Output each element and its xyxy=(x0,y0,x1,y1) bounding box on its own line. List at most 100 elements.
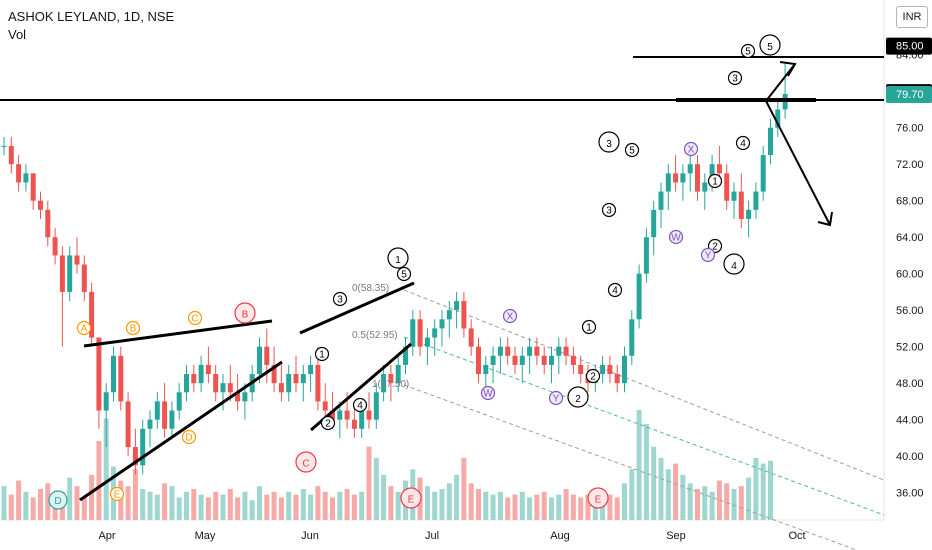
candle-body xyxy=(322,401,328,411)
wave-minor-label-circle xyxy=(727,70,743,86)
wave-minor-label: 2 xyxy=(590,372,596,383)
candle-body xyxy=(760,155,766,192)
x-tick-label: May xyxy=(195,530,216,542)
candle-body xyxy=(651,209,657,238)
candle-body xyxy=(461,301,467,329)
candle-body xyxy=(687,164,693,174)
volume-bar xyxy=(140,488,146,520)
volume-bar xyxy=(322,491,328,520)
x-tick-label: Jul xyxy=(425,530,439,542)
x-tick-label: Jun xyxy=(301,530,319,542)
volume-bar xyxy=(658,457,664,520)
candle-body xyxy=(563,346,569,356)
wave-minor-label-circle xyxy=(624,142,640,158)
wave-minor-label: 4 xyxy=(740,139,746,150)
wave-minor-label-circle xyxy=(581,319,597,335)
chart-header: ASHOK LEYLAND, 1D, NSE Vol xyxy=(8,8,174,44)
candle-body xyxy=(125,401,131,448)
candle-body xyxy=(30,173,36,201)
candle-body xyxy=(286,374,292,393)
candle-body xyxy=(673,173,679,183)
volume-bar xyxy=(629,469,635,520)
volume-bar xyxy=(1,486,7,520)
candle-body xyxy=(38,200,43,210)
candle-body xyxy=(162,401,168,429)
candle-body xyxy=(490,355,496,365)
volume-bar xyxy=(716,480,722,520)
volume-bar xyxy=(527,497,533,520)
candle-body xyxy=(118,355,124,402)
volume-bar xyxy=(351,494,357,520)
wave-major-label-circle xyxy=(723,253,745,275)
fib-channel-line xyxy=(403,384,859,550)
volume-bar xyxy=(300,488,306,520)
volume-bar xyxy=(570,494,576,520)
candle-body xyxy=(702,182,708,192)
wave-minor-label: 2 xyxy=(325,419,331,430)
wave-minor-label: 5 xyxy=(629,146,635,157)
x-tick-label: Apr xyxy=(98,530,115,542)
y-tick-label: 60.00 xyxy=(896,269,924,281)
candle-body xyxy=(424,337,430,347)
volume-bar xyxy=(519,491,525,520)
volume-bar xyxy=(490,494,496,520)
candle-body xyxy=(746,209,752,219)
volume-bar xyxy=(556,494,562,520)
volume-bar xyxy=(16,480,22,520)
y-tick-label: 64.00 xyxy=(896,232,924,244)
wave-red-label: C xyxy=(302,459,309,470)
wave-orange-label: B xyxy=(130,324,137,335)
symbol-title[interactable]: ASHOK LEYLAND, 1D, NSE xyxy=(8,9,175,24)
candle-body xyxy=(59,255,65,292)
candle-body xyxy=(505,346,511,356)
candle-body xyxy=(395,364,401,384)
wave-orange-label-circle xyxy=(181,429,197,445)
candle-body xyxy=(622,355,627,384)
volume-bar xyxy=(768,460,773,520)
candle-body xyxy=(147,419,153,429)
candle-body xyxy=(235,392,241,402)
candle-body xyxy=(373,392,379,420)
candle-body xyxy=(359,410,365,429)
wave-major-label-circle xyxy=(387,247,409,269)
wave-minor-label: 2 xyxy=(712,242,718,253)
volume-bar xyxy=(67,477,73,520)
candle-body xyxy=(198,364,204,384)
volume-bar xyxy=(96,441,102,520)
volume-bar xyxy=(476,488,481,520)
volume-bar xyxy=(74,486,80,520)
projection-arrow-down xyxy=(765,100,831,226)
candle-body xyxy=(191,374,197,384)
y-tick-label: 48.00 xyxy=(896,378,924,390)
currency-button[interactable]: INR xyxy=(896,6,928,28)
wave-minor-label-circle xyxy=(607,282,623,298)
wave-orange-label-circle xyxy=(187,310,203,326)
wave-minor-label: 1 xyxy=(586,323,592,334)
wave-purple-label: Y xyxy=(705,251,712,262)
volume-bar xyxy=(446,483,452,520)
volume-bar xyxy=(702,486,708,520)
candle-body xyxy=(89,291,95,338)
volume-bar xyxy=(286,491,292,520)
volume-bar xyxy=(760,463,766,520)
candle-body xyxy=(570,355,576,365)
volume-legend: Vol xyxy=(8,27,27,42)
volume-bar xyxy=(271,491,277,520)
candle-body xyxy=(23,173,29,183)
candle-body xyxy=(534,346,540,356)
trendline xyxy=(299,281,415,335)
volume-bar xyxy=(563,488,569,520)
candle-body xyxy=(454,301,460,311)
volume-bar xyxy=(585,494,591,520)
volume-bar xyxy=(103,418,109,520)
y-tick-label: 52.00 xyxy=(896,342,924,354)
volume-bar xyxy=(315,486,321,520)
volume-bar xyxy=(746,477,752,520)
candle-body xyxy=(483,364,489,375)
candle-body xyxy=(738,191,744,219)
volume-bar xyxy=(665,469,671,520)
y-tick-label: 36.00 xyxy=(896,488,924,500)
volume-bar xyxy=(592,497,598,520)
candle-body xyxy=(695,164,700,192)
volume-bar xyxy=(373,457,379,520)
